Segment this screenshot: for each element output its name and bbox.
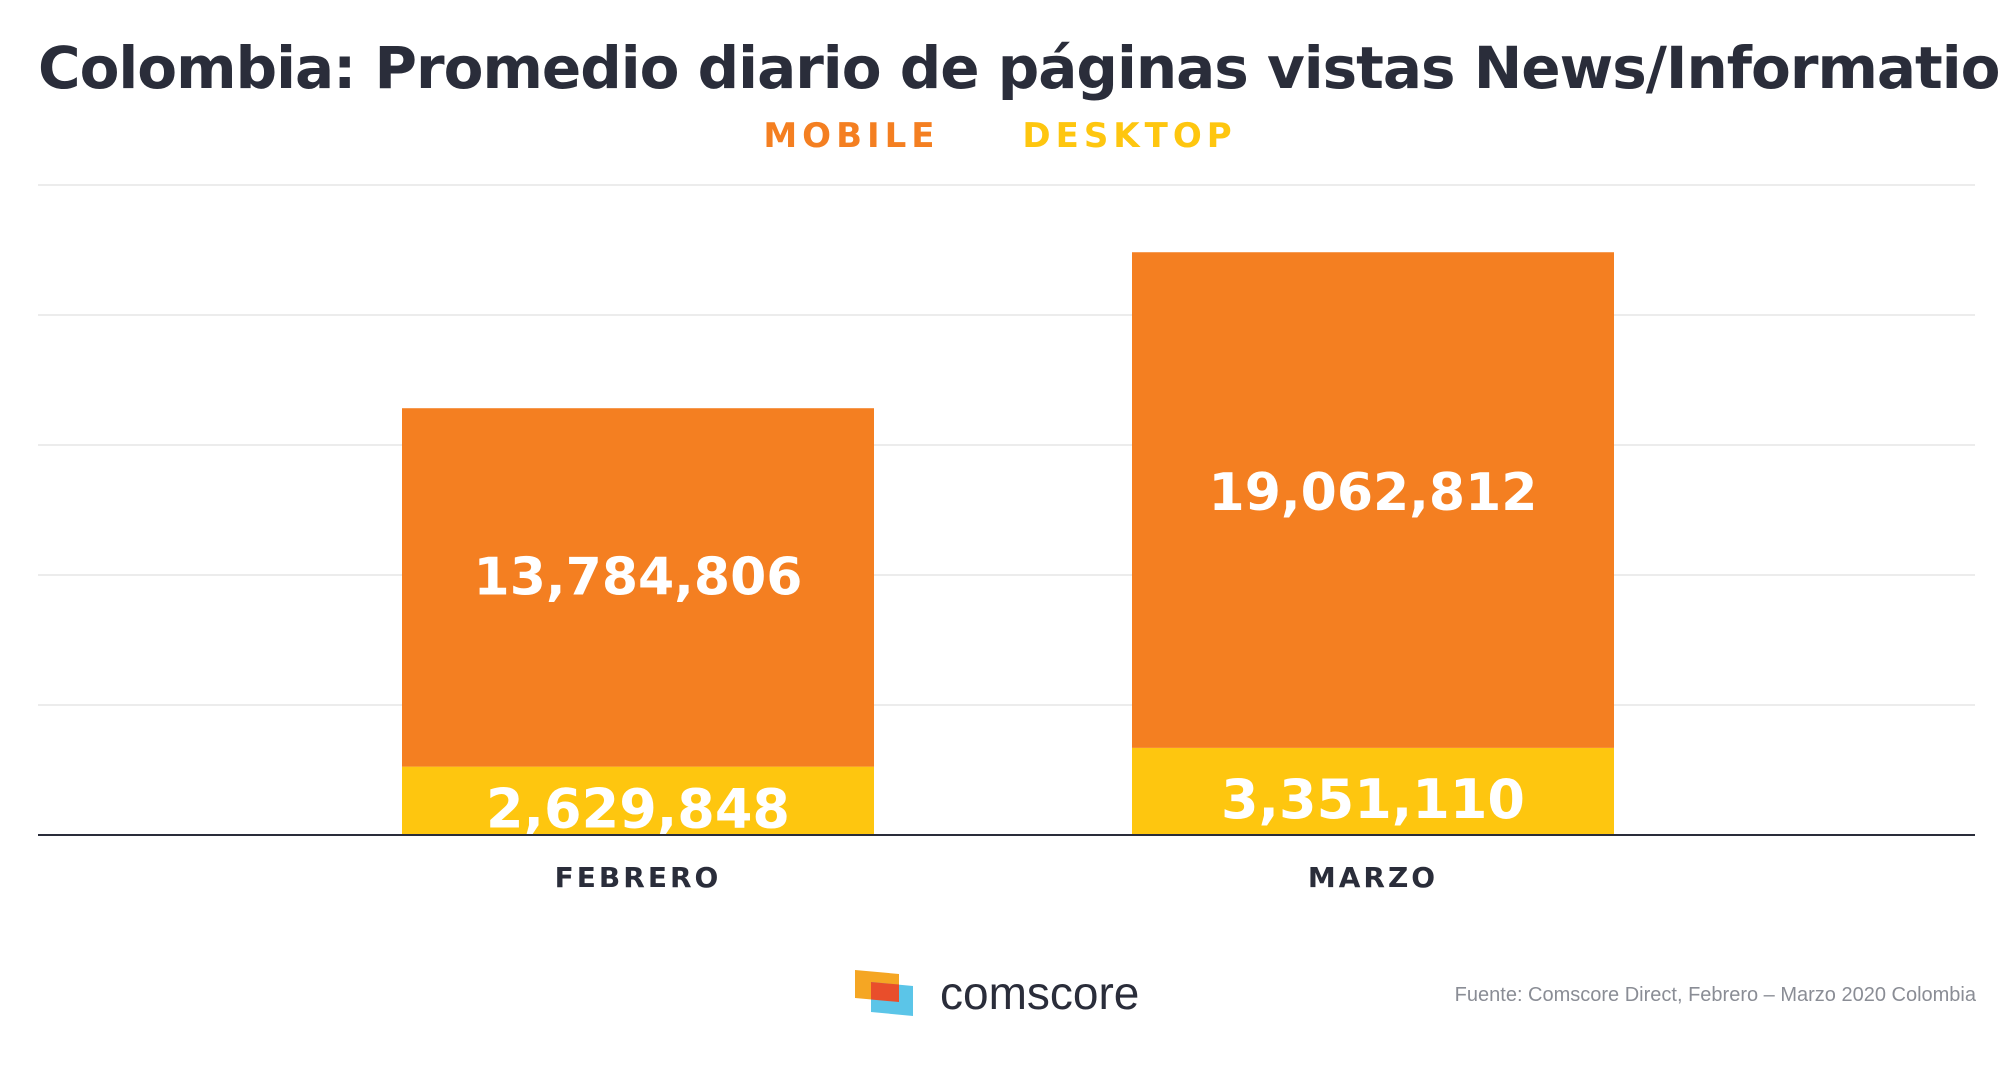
legend-item-desktop: DESKTOP [1022,116,1237,156]
data-label-desktop-marzo: 3,351,110 [1221,768,1525,831]
bar-desktop-febrero [402,766,874,835]
bar-chart: 2,629,848 13,784,806 FEBRERO 3,351,110 19,06… [38,184,1975,894]
bar-mobile-marzo [1132,252,1614,748]
data-label-desktop-febrero: 2,629,848 [486,777,790,840]
data-label-mobile-marzo: 19,062,812 [1209,463,1538,523]
legend-item-mobile: MOBILE [763,116,940,156]
x-tick-label-marzo: MARZO [1308,861,1438,894]
data-label-mobile-febrero: 13,784,806 [474,548,803,608]
legend: MOBILE DESKTOP [0,116,2000,156]
source-note: Fuente: Comscore Direct, Febrero – Marzo… [1454,984,1976,1006]
x-tick-label-febrero: FEBRERO [555,861,722,894]
brand-name: comscore [940,967,1140,1019]
bar-desktop-marzo [1132,747,1614,835]
bar-mobile-febrero [402,408,874,767]
comscore-logo-icon [855,970,913,1016]
chart-title: Colombia: Promedio diario de páginas vis… [38,34,2000,102]
